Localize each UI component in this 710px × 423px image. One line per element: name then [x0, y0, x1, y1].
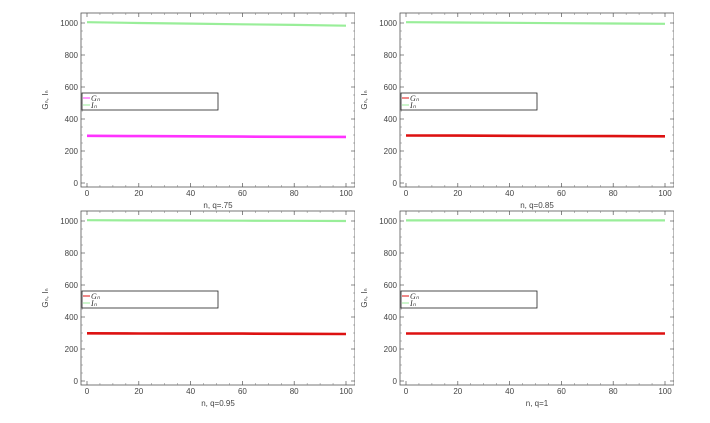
x-tick-label: 100: [658, 189, 672, 198]
x-tick-label: 80: [290, 387, 299, 396]
y-tick-label: 0: [74, 377, 79, 386]
legend-box: [400, 290, 538, 309]
series-line-g: [86, 332, 347, 336]
chart-svg: 0 200 400 600 800 1000 0 20 40 60 80 100 n, q=1 Gₙ, I…: [360, 210, 674, 408]
x-tick-label: 0: [85, 189, 90, 198]
y-tick-label: 800: [384, 249, 398, 258]
y-tick-label: 800: [384, 51, 398, 60]
y-tick-label: 1000: [60, 19, 78, 28]
x-tick-label: 20: [453, 189, 462, 198]
y-tick-label: 800: [65, 51, 79, 60]
y-tick-label: 200: [384, 147, 398, 156]
y-tick-label: 400: [384, 313, 398, 322]
y-tick-label: 600: [384, 281, 398, 290]
legend-label: Gₙ: [91, 94, 101, 103]
y-tick-label: 600: [65, 83, 79, 92]
legend-box: [81, 290, 219, 309]
y-tick-label: 600: [384, 83, 398, 92]
series-line-i: [405, 21, 666, 25]
chart-svg: 0 200 400 600 800 1000 0 20 40 60 80 100 n, q=0.95 Gₙ…: [41, 210, 355, 408]
series-line-i: [86, 21, 347, 27]
y-tick-label: 1000: [60, 217, 78, 226]
y-tick-label: 200: [65, 147, 79, 156]
y-axis-label: Gₙ, Iₙ: [41, 288, 50, 307]
x-axis-label: n, q=1: [526, 399, 549, 408]
chart-panel-1: 0 200 400 600 800 1000 0 20 40 60 80 100 n, q=.75 Gₙ,…: [0, 0, 355, 211]
x-tick-label: 40: [505, 387, 514, 396]
y-tick-label: 200: [65, 345, 79, 354]
x-tick-label: 0: [85, 387, 90, 396]
plot-frame: [399, 210, 674, 386]
y-tick-label: 1000: [379, 217, 397, 226]
x-tick-label: 80: [290, 189, 299, 198]
plot-frame: [80, 210, 355, 386]
x-tick-label: 20: [134, 189, 143, 198]
legend-label: Iₙ: [409, 299, 417, 308]
x-tick-label: 20: [453, 387, 462, 396]
x-tick-label: 40: [186, 189, 195, 198]
y-tick-label: 600: [65, 281, 79, 290]
series-line-g: [86, 134, 347, 139]
chart-panel-2: 0 200 400 600 800 1000 0 20 40 60 80 100 n, q=0.85 Gₙ…: [319, 0, 674, 211]
y-tick-label: 0: [393, 179, 398, 188]
y-tick-label: 400: [384, 115, 398, 124]
chart-panel-4: 0 200 400 600 800 1000 0 20 40 60 80 100 n, q=1 Gₙ, I…: [319, 198, 674, 409]
chart-svg: 0 200 400 600 800 1000 0 20 40 60 80 100 n, q=0.85 Gₙ…: [360, 12, 674, 210]
y-tick-label: 400: [65, 115, 79, 124]
x-tick-label: 60: [557, 189, 566, 198]
legend-box: [400, 92, 538, 111]
series-line-g: [405, 134, 666, 138]
x-tick-label: 20: [134, 387, 143, 396]
x-tick-label: 40: [186, 387, 195, 396]
x-tick-label: 40: [505, 189, 514, 198]
x-tick-label: 100: [339, 387, 353, 396]
legend-label: Gₙ: [410, 94, 420, 103]
x-tick-label: 0: [404, 387, 409, 396]
plot-frame: [399, 12, 674, 188]
y-axis-label: Gₙ, Iₙ: [41, 90, 50, 109]
legend-label: Gₙ: [91, 292, 101, 301]
legend-label: Gₙ: [410, 292, 420, 301]
x-tick-label: 80: [609, 387, 618, 396]
x-axis-label: n, q=0.85: [520, 201, 554, 210]
x-tick-label: 60: [238, 189, 247, 198]
legend-label: Iₙ: [409, 101, 417, 110]
x-tick-label: 0: [404, 189, 409, 198]
plot-frame: [80, 12, 355, 188]
y-tick-label: 0: [393, 377, 398, 386]
y-tick-label: 0: [74, 179, 79, 188]
y-tick-label: 1000: [379, 19, 397, 28]
x-tick-label: 100: [658, 387, 672, 396]
y-tick-label: 800: [65, 249, 79, 258]
x-axis-label: n, q=0.95: [201, 399, 235, 408]
y-tick-label: 200: [384, 345, 398, 354]
legend-box: [81, 92, 219, 111]
y-axis-label: Gₙ, Iₙ: [360, 288, 369, 307]
x-tick-label: 60: [238, 387, 247, 396]
y-tick-label: 400: [65, 313, 79, 322]
legend-label: Iₙ: [90, 299, 98, 308]
x-tick-label: 80: [609, 189, 618, 198]
legend-label: Iₙ: [90, 101, 98, 110]
x-tick-label: 100: [339, 189, 353, 198]
chart-svg: 0 200 400 600 800 1000 0 20 40 60 80 100 n, q=.75 Gₙ,…: [41, 12, 355, 210]
chart-panel-3: 0 200 400 600 800 1000 0 20 40 60 80 100 n, q=0.95 Gₙ…: [0, 198, 355, 409]
series-line-i: [86, 219, 347, 223]
x-tick-label: 60: [557, 387, 566, 396]
x-axis-label: n, q=.75: [203, 201, 233, 210]
y-axis-label: Gₙ, Iₙ: [360, 90, 369, 109]
